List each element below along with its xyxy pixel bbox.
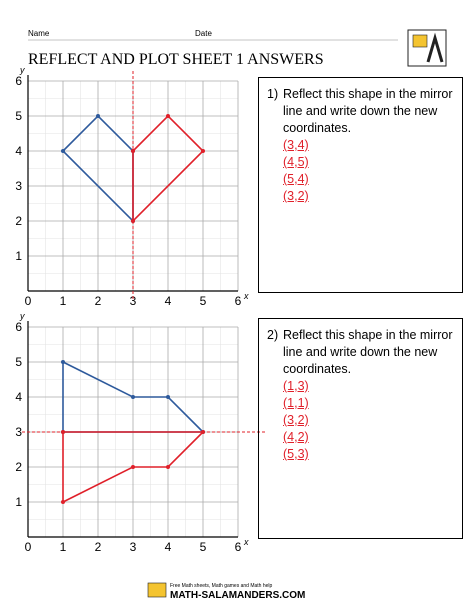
reflected-shape [62, 431, 205, 504]
x-tick-label: 1 [60, 294, 67, 308]
answer: (5,4) [283, 172, 309, 186]
answer: (3,4) [283, 138, 309, 152]
reflected-vertex [166, 465, 170, 469]
x-tick-label: 6 [235, 540, 242, 554]
y-axis-label: y [19, 311, 25, 321]
original-vertex [131, 395, 135, 399]
y-tick-label: 1 [15, 249, 22, 263]
x-tick-label: 3 [130, 540, 137, 554]
y-tick-label: 2 [15, 460, 22, 474]
x-tick-label: 5 [200, 540, 207, 554]
reflected-vertex [201, 430, 205, 434]
question: 1) Reflect this shape in the mirror line … [267, 86, 454, 137]
y-tick-label: 3 [15, 179, 22, 193]
question-text: Reflect this shape in the mirror line an… [283, 328, 453, 376]
reflected-vertex [131, 219, 135, 223]
x-axis-label: x [243, 537, 249, 547]
footer-site: MATH-SALAMANDERS.COM [170, 590, 305, 601]
answer: (4,5) [283, 155, 309, 169]
y-tick-label: 5 [15, 109, 22, 123]
x-tick-label: 4 [165, 540, 172, 554]
x-tick-label: 3 [130, 294, 137, 308]
original-vertex [166, 395, 170, 399]
x-tick-label: 0 [25, 540, 32, 554]
footer-tagline: Free Math sheets, Math games and Math he… [170, 583, 272, 589]
question-number: 2) [267, 328, 279, 342]
answer: (3,2) [283, 413, 309, 427]
original-vertex [96, 114, 100, 118]
original-vertex [61, 149, 65, 153]
x-tick-label: 2 [95, 294, 102, 308]
reflected-vertex [61, 500, 65, 504]
y-tick-label: 2 [15, 214, 22, 228]
footer: Free Math sheets, Math games and Math he… [147, 582, 305, 601]
question-box: 2) Reflect this shape in the mirror line … [258, 318, 463, 539]
y-tick-label: 6 [15, 74, 22, 88]
question-text: Reflect this shape in the mirror line an… [283, 87, 453, 135]
y-axis-label: y [19, 65, 25, 75]
y-tick-label: 6 [15, 320, 22, 334]
answer: (4,2) [283, 430, 309, 444]
name-label: Name [28, 29, 50, 38]
y-tick-label: 3 [15, 425, 22, 439]
x-axis-label: x [243, 291, 249, 301]
date-label: Date [195, 29, 212, 38]
question: 2) Reflect this shape in the mirror line … [267, 327, 454, 378]
reflected-vertex [131, 149, 135, 153]
x-tick-label: 2 [95, 540, 102, 554]
title: REFLECT AND PLOT SHEET 1 ANSWERS [28, 51, 324, 68]
y-tick-label: 1 [15, 495, 22, 509]
x-tick-label: 0 [25, 294, 32, 308]
original-vertex [61, 360, 65, 364]
logo [407, 29, 447, 67]
y-tick-label: 5 [15, 355, 22, 369]
footer-logo [147, 582, 167, 598]
answer: (1,3) [283, 379, 309, 393]
answer: (5,3) [283, 447, 309, 461]
x-tick-label: 4 [165, 294, 172, 308]
answer: (1,1) [283, 396, 309, 410]
reflected-vertex [166, 114, 170, 118]
x-tick-label: 5 [200, 294, 207, 308]
original-shape [62, 360, 205, 433]
question-box: 1) Reflect this shape in the mirror line … [258, 77, 463, 293]
reflected-vertex [61, 430, 65, 434]
x-tick-label: 6 [235, 294, 242, 308]
question-number: 1) [267, 87, 279, 101]
y-tick-label: 4 [15, 390, 22, 404]
reflected-vertex [201, 149, 205, 153]
y-tick-label: 4 [15, 144, 22, 158]
answer: (3,2) [283, 189, 309, 203]
x-tick-label: 1 [60, 540, 67, 554]
reflected-vertex [131, 465, 135, 469]
